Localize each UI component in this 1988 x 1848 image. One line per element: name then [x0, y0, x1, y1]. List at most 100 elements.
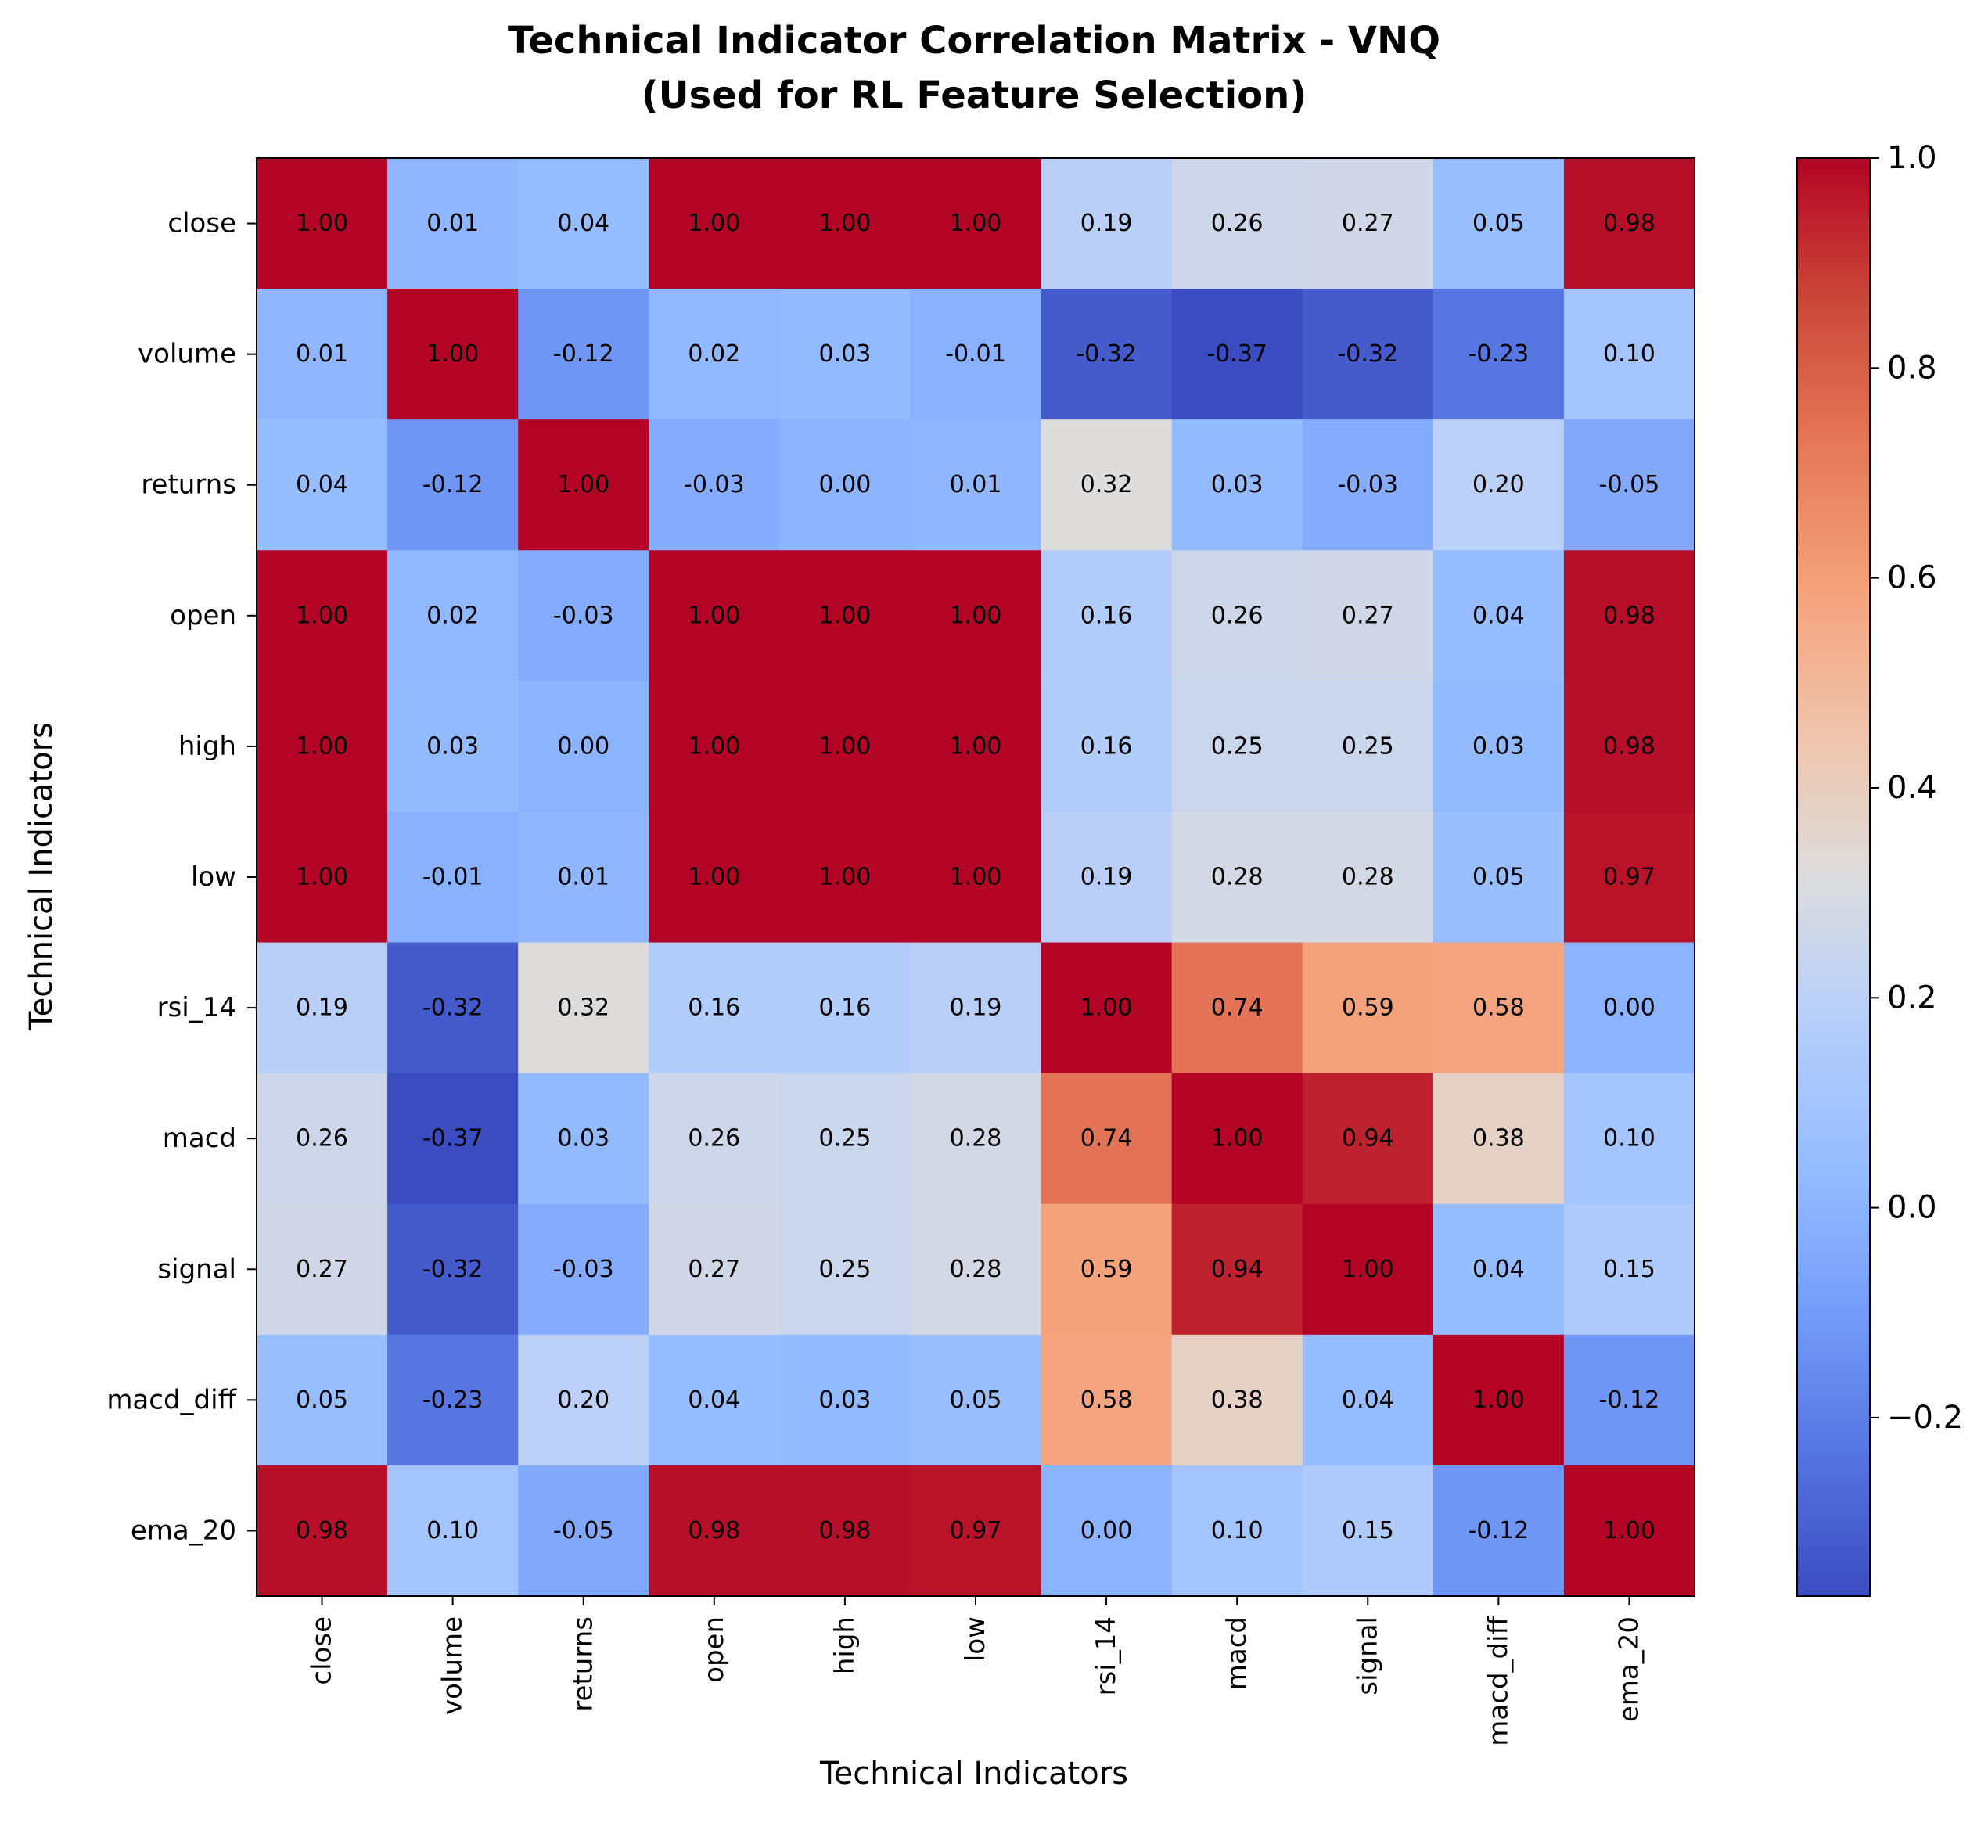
cell-value-label: 0.58	[1472, 994, 1525, 1022]
heatmap-cell-ema_20-macd	[1171, 1465, 1303, 1597]
cell-value-label: -0.03	[553, 1256, 614, 1283]
heatmap-cell-close-volume	[387, 158, 519, 289]
heatmap-cell-rsi_14-macd	[1171, 942, 1303, 1074]
cell-value-label: 0.38	[1211, 1386, 1264, 1414]
heatmap-cell-rsi_14-ema_20	[1563, 942, 1695, 1074]
heatmap-cell-macd-returns	[518, 1073, 649, 1205]
cell-value-label: 0.16	[1080, 732, 1133, 760]
heatmap-cell-rsi_14-volume	[387, 942, 519, 1074]
x-tick-label: macd	[1221, 1616, 1253, 1690]
heatmap-cell-high-low	[910, 681, 1042, 813]
cell-value-label: 1.00	[1211, 1125, 1264, 1152]
heatmap-cell-signal-macd	[1171, 1203, 1303, 1336]
heatmap-cell-returns-high	[779, 419, 911, 551]
heatmap-cell-ema_20-signal	[1302, 1465, 1434, 1597]
cell-value-label: 1.00	[688, 602, 740, 629]
cell-value-label: 0.98	[819, 1517, 872, 1544]
cell-value-label: 0.98	[1603, 602, 1655, 629]
heatmap-cell-volume-close	[257, 289, 388, 420]
colorbar-tick-label: 0.4	[1887, 770, 1937, 806]
heatmap-cell-open-returns	[518, 550, 649, 681]
cell-value-label: 1.00	[688, 732, 740, 760]
cell-value-label: 0.25	[1211, 732, 1264, 760]
cell-value-label: 1.00	[1342, 1256, 1394, 1283]
heatmap-cell-ema_20-high	[779, 1465, 911, 1597]
colorbar-tick-label: 0.0	[1887, 1190, 1937, 1226]
y-tick-label: rsi_14	[157, 992, 236, 1023]
cell-value-label: 0.28	[950, 1125, 1002, 1152]
x-tick-label: high	[829, 1616, 861, 1674]
cell-value-label: 0.59	[1342, 994, 1394, 1022]
heatmap-cell-open-macd	[1171, 550, 1303, 681]
heatmap-cell-open-rsi_14	[1041, 550, 1173, 681]
heatmap-cell-ema_20-returns	[518, 1465, 649, 1597]
heatmap-cell-signal-high	[779, 1203, 911, 1336]
cell-value-label: -0.32	[1076, 340, 1137, 368]
heatmap-cell-open-ema_20	[1563, 550, 1695, 681]
cell-value-label: 1.00	[950, 210, 1002, 237]
cell-value-label: 0.16	[688, 994, 740, 1022]
cell-value-label: -0.05	[553, 1517, 614, 1544]
heatmap-cell-macd-volume	[387, 1073, 519, 1205]
heatmap-cell-signal-ema_20	[1563, 1203, 1695, 1336]
heatmap-cell-signal-volume	[387, 1203, 519, 1336]
heatmap-cell-rsi_14-macd_diff	[1433, 942, 1565, 1074]
x-tick-label: open	[699, 1616, 730, 1683]
x-tick-label: volume	[437, 1616, 469, 1715]
cell-value-label: 0.27	[1342, 210, 1394, 237]
cell-value-label: 0.28	[950, 1256, 1002, 1283]
cell-value-label: 0.05	[1472, 210, 1525, 237]
cell-value-label: 0.98	[296, 1517, 348, 1544]
heatmap-cell-low-rsi_14	[1041, 811, 1173, 944]
cell-value-label: 0.04	[1472, 1256, 1525, 1283]
x-tick-label: returns	[568, 1616, 599, 1712]
heatmap-cell-ema_20-open	[649, 1465, 780, 1597]
heatmap-cell-high-ema_20	[1563, 681, 1695, 813]
heatmap-cells	[257, 158, 1695, 1597]
cell-value-label: 0.05	[296, 1386, 348, 1414]
y-tick-label: returns	[141, 469, 236, 501]
x-axis-label: Technical Indicators	[819, 1756, 1128, 1792]
cell-value-label: 0.16	[1080, 602, 1133, 629]
heatmap-cell-returns-ema_20	[1563, 419, 1695, 551]
cell-value-label: 0.27	[296, 1256, 348, 1283]
heatmap-cell-returns-returns	[518, 419, 649, 551]
cell-value-label: 0.10	[1211, 1517, 1264, 1544]
cell-value-label: 1.00	[296, 864, 348, 891]
cell-value-label: 1.00	[688, 864, 740, 891]
heatmap-cell-volume-macd	[1171, 289, 1303, 420]
cell-value-label: 0.00	[1603, 994, 1655, 1022]
cell-value-label: 1.00	[1603, 1517, 1655, 1544]
cell-value-label: 0.98	[688, 1517, 740, 1544]
y-tick-label: ema_20	[131, 1515, 236, 1546]
heatmap-cell-rsi_14-open	[649, 942, 780, 1074]
chart-subtitle: (Used for RL Feature Selection)	[642, 74, 1307, 117]
cell-value-label: -0.23	[422, 1386, 484, 1414]
heatmap-cell-macd-open	[649, 1073, 780, 1205]
cell-value-label: 0.10	[1603, 340, 1655, 368]
colorbar-tick-label: 1.0	[1887, 140, 1937, 176]
cell-value-label: 0.10	[1603, 1125, 1655, 1152]
cell-value-label: 0.00	[1080, 1517, 1133, 1544]
cell-value-label: 0.59	[1080, 1256, 1133, 1283]
heatmap-cell-returns-rsi_14	[1041, 419, 1173, 551]
cell-value-label: 1.00	[819, 864, 872, 891]
cell-value-label: 0.15	[1342, 1517, 1394, 1544]
y-tick-label: high	[178, 731, 236, 762]
heatmap-cell-close-rsi_14	[1041, 158, 1173, 289]
heatmap-cell-returns-close	[257, 419, 388, 551]
heatmap-cell-high-high	[779, 681, 911, 813]
cell-value-label: -0.03	[1337, 471, 1398, 498]
heatmap-cell-low-returns	[518, 811, 649, 944]
cell-value-label: 1.00	[950, 732, 1002, 760]
heatmap-cell-low-low	[910, 811, 1042, 944]
cell-value-label: -0.32	[422, 994, 484, 1022]
heatmap-cell-macd_diff-close	[257, 1334, 388, 1466]
heatmap-cell-macd-rsi_14	[1041, 1073, 1173, 1205]
cell-value-label: 0.27	[1342, 602, 1394, 629]
heatmap-cell-high-open	[649, 681, 780, 813]
cell-value-label: 0.00	[819, 471, 872, 498]
cell-value-label: -0.37	[1206, 340, 1267, 368]
heatmap-cell-close-macd	[1171, 158, 1303, 289]
